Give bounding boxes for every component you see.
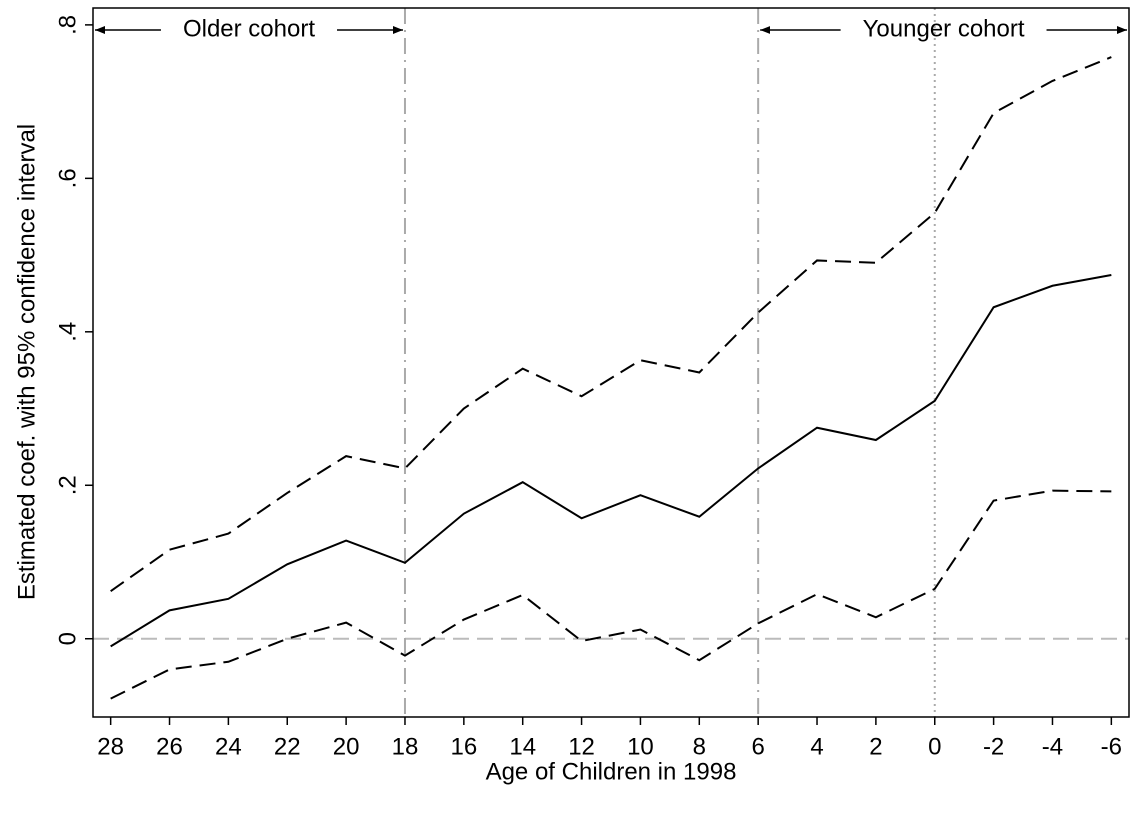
x-tick-label: -4 — [1042, 733, 1063, 760]
annotation: Younger cohort — [863, 15, 1025, 42]
series-line — [110, 489, 1112, 700]
y-tick-label: .2 — [54, 475, 81, 495]
x-tick-label: 16 — [450, 733, 477, 760]
y-tick-label: .6 — [54, 168, 81, 188]
x-tick-label: 10 — [627, 733, 654, 760]
x-tick-label: 26 — [156, 733, 183, 760]
y-axis-title: Estimated coef. with 95% confidence inte… — [13, 124, 40, 600]
x-tick-label: 28 — [97, 733, 124, 760]
x-tick-label: 18 — [392, 733, 419, 760]
annotation: Older cohort — [183, 15, 315, 42]
x-tick-label: -6 — [1101, 733, 1122, 760]
x-tick-label: 0 — [928, 733, 941, 760]
x-tick-label: 20 — [333, 733, 360, 760]
x-tick-label: 2 — [869, 733, 882, 760]
plot-frame — [92, 7, 1130, 718]
x-tick-label: 6 — [751, 733, 764, 760]
y-tick-label: .8 — [54, 15, 81, 35]
y-tick-label: .4 — [54, 322, 81, 342]
series-line — [110, 274, 1112, 648]
x-tick-label: 8 — [693, 733, 706, 760]
x-tick-label: 14 — [509, 733, 536, 760]
y-tick-label: 0 — [54, 632, 81, 645]
series-line — [110, 56, 1112, 592]
x-tick-label: 12 — [568, 733, 595, 760]
x-axis-title: Age of Children in 1998 — [486, 758, 737, 785]
x-tick-label: 22 — [274, 733, 301, 760]
x-tick-label: 4 — [810, 733, 823, 760]
x-tick-label: 24 — [215, 733, 242, 760]
x-tick-label: -2 — [983, 733, 1004, 760]
